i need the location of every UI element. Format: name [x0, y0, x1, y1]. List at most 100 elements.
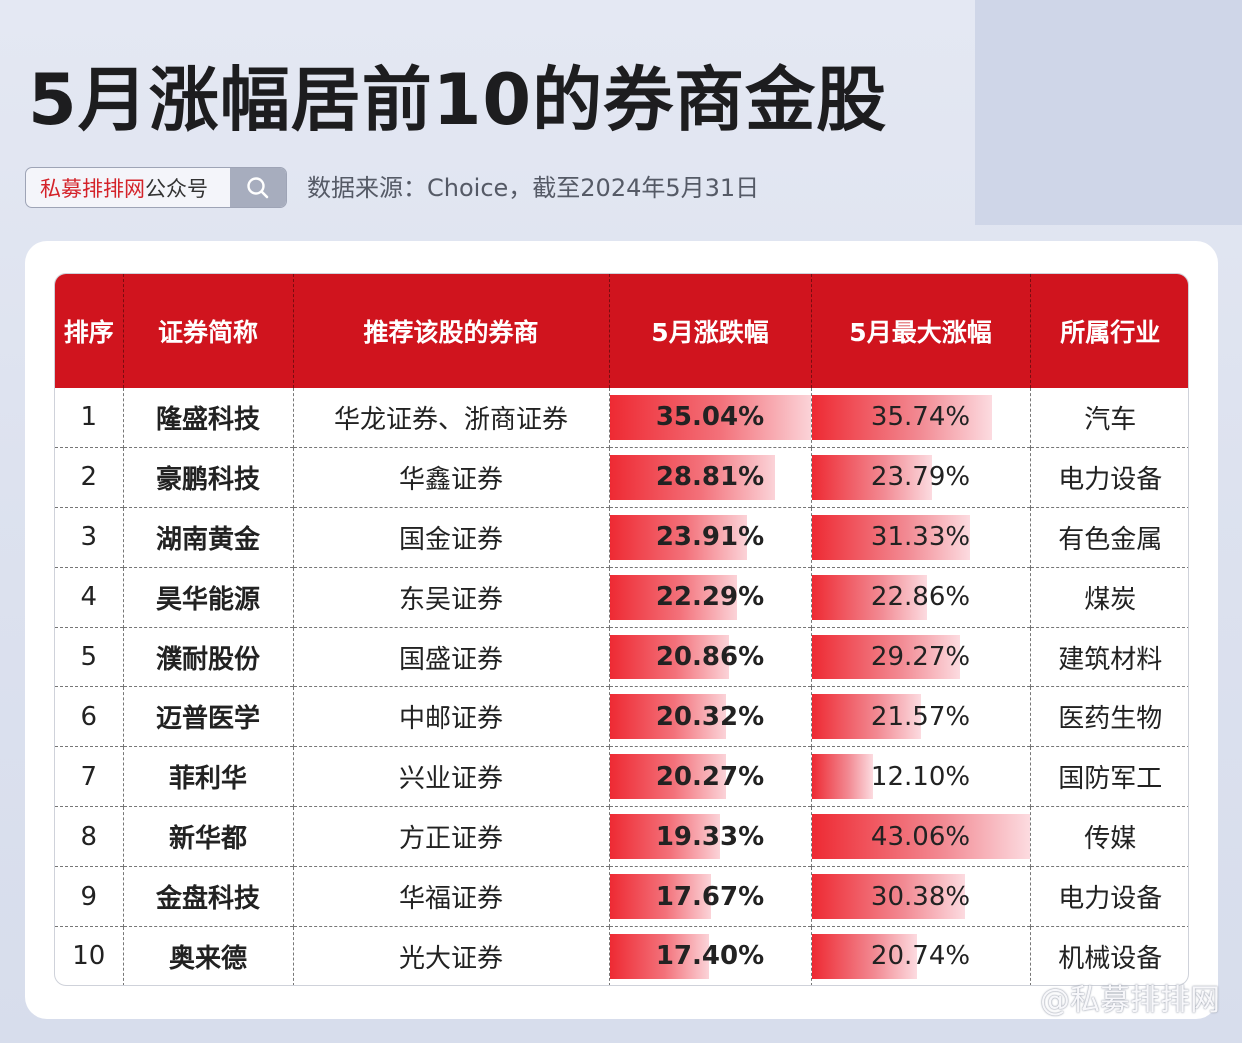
search-label: 私募排排网公众号: [26, 173, 230, 203]
max-bar: [811, 694, 921, 740]
industry-cell: 汽车: [1029, 388, 1188, 448]
broker-cell: 光大证券: [292, 926, 609, 985]
change-bar: [609, 454, 775, 500]
max-value: 22.86%: [870, 582, 971, 613]
name-cell: 金盘科技: [122, 866, 293, 927]
table-header: 排序 证券简称 推荐该股的券商 5月涨跌幅 5月最大涨幅 所属行业: [55, 274, 1188, 388]
max-bar: [811, 634, 960, 680]
change-cell: 20.27%: [608, 746, 811, 807]
broker-cell: 方正证券: [292, 806, 609, 867]
change-value: 20.32%: [655, 701, 765, 732]
header-rank: 排序: [55, 274, 123, 388]
table-row: 1 隆盛科技 华龙证券、浙商证券 35.04% 35.74% 汽车: [55, 388, 1188, 448]
broker-cell: 兴业证券: [292, 746, 609, 807]
max-bar: [811, 874, 966, 920]
data-source: 数据来源：Choice，截至2024年5月31日: [307, 174, 760, 202]
table-row: 10 奥来德 光大证券 17.40% 20.74% 机械设备: [55, 926, 1188, 985]
change-bar: [609, 754, 726, 800]
change-value: 22.29%: [655, 582, 765, 613]
change-value: 23.91%: [655, 522, 765, 553]
change-cell: 20.86%: [608, 626, 811, 687]
broker-cell: 东吴证券: [292, 566, 609, 628]
change-cell: 20.32%: [608, 686, 811, 747]
header-industry: 所属行业: [1029, 274, 1188, 388]
header-max: 5月最大涨幅: [810, 274, 1030, 388]
change-bar: [609, 814, 721, 860]
max-value: 23.79%: [870, 462, 971, 493]
max-value: 31.33%: [870, 522, 971, 553]
name-cell: 奥来德: [122, 926, 293, 985]
industry-cell: 有色金属: [1029, 506, 1188, 568]
max-value: 20.74%: [870, 941, 971, 972]
search-box[interactable]: 私募排排网公众号: [25, 167, 287, 208]
change-value: 28.81%: [655, 462, 765, 493]
change-value: 20.86%: [655, 642, 765, 672]
industry-cell: 国防军工: [1029, 746, 1188, 807]
ranking-table-wrap: 排序 证券简称 推荐该股的券商 5月涨跌幅 5月最大涨幅 所属行业 1 隆盛科技华…: [54, 273, 1189, 986]
industry-cell: 建筑材料: [1029, 626, 1188, 687]
change-bar: [609, 694, 727, 740]
max-bar: [811, 754, 873, 800]
industry-cell: 传媒: [1029, 806, 1188, 867]
broker-cell: 国金证券: [292, 506, 609, 568]
change-value: 35.04%: [655, 402, 765, 433]
name-cell: 隆盛科技: [122, 388, 293, 448]
max-value: 35.74%: [870, 402, 971, 433]
watermark: @私募排排网: [1040, 983, 1220, 1018]
change-cell: 35.04%: [608, 388, 811, 448]
change-value: 17.40%: [655, 941, 765, 972]
background-panel: [975, 0, 1242, 225]
rank-cell: 5: [55, 626, 123, 687]
industry-cell: 电力设备: [1029, 446, 1188, 508]
change-bar: [609, 634, 730, 680]
change-bar: [609, 514, 747, 560]
industry-cell: 煤炭: [1029, 566, 1188, 628]
max-cell: 12.10%: [810, 746, 1030, 807]
rank-cell: 9: [55, 866, 123, 927]
industry-cell: 机械设备: [1029, 926, 1188, 985]
max-value: 12.10%: [870, 761, 971, 792]
change-cell: 17.67%: [608, 866, 811, 927]
broker-cell: 华鑫证券: [292, 446, 609, 508]
max-bar: [811, 454, 932, 500]
name-cell: 菲利华: [122, 746, 293, 807]
change-cell: 19.33%: [608, 806, 811, 867]
change-cell: 23.91%: [608, 506, 811, 568]
max-value: 30.38%: [870, 881, 971, 912]
max-bar: [811, 934, 917, 979]
search-brand: 私募排排网: [40, 176, 145, 201]
max-bar: [811, 574, 928, 620]
page-title: 5月涨幅居前10的券商金股: [28, 59, 888, 141]
max-cell: 43.06%: [810, 806, 1030, 867]
table-row: 7 菲利华 兴业证券 20.27% 12.10% 国防军工: [55, 746, 1188, 807]
rank-cell: 1: [80, 402, 98, 433]
change-cell: 17.40%: [608, 926, 811, 985]
name-cell: 迈普医学: [122, 686, 293, 747]
change-bar: [609, 395, 811, 440]
table-row: 2 豪鹏科技 华鑫证券 28.81% 23.79% 电力设备: [55, 446, 1188, 508]
name-cell: 昊华能源: [122, 566, 293, 628]
table-row: 5 濮耐股份 国盛证券 20.86% 29.27% 建筑材料: [55, 626, 1188, 687]
rank-cell: 4: [55, 566, 123, 628]
table-row: 6 迈普医学 中邮证券 20.32% 21.57% 医药生物: [55, 686, 1188, 747]
max-value: 29.27%: [870, 642, 971, 672]
table-row: 8 新华都 方正证券 19.33% 43.06% 传媒: [55, 806, 1188, 867]
search-button[interactable]: [230, 168, 286, 207]
ranking-table: 排序 证券简称 推荐该股的券商 5月涨跌幅 5月最大涨幅 所属行业 1 隆盛科技华…: [55, 274, 1188, 985]
broker-cell: 华福证券: [292, 866, 609, 927]
max-cell: 20.74%: [810, 926, 1030, 985]
change-value: 17.67%: [655, 881, 765, 912]
change-value: 20.27%: [655, 761, 765, 792]
name-cell: 濮耐股份: [122, 626, 293, 687]
max-value: 43.06%: [870, 821, 971, 852]
change-cell: 28.81%: [608, 446, 811, 508]
max-cell: 35.74%: [810, 388, 1030, 448]
change-value: 19.33%: [655, 821, 765, 852]
search-suffix: 公众号: [145, 176, 208, 201]
industry-cell: 医药生物: [1029, 686, 1188, 747]
max-cell: 22.86%: [810, 566, 1030, 628]
max-bar: [811, 814, 1030, 860]
max-value: 21.57%: [870, 701, 971, 732]
max-cell: 29.27%: [810, 626, 1030, 687]
broker-cell: 华龙证券、浙商证券: [292, 388, 609, 448]
